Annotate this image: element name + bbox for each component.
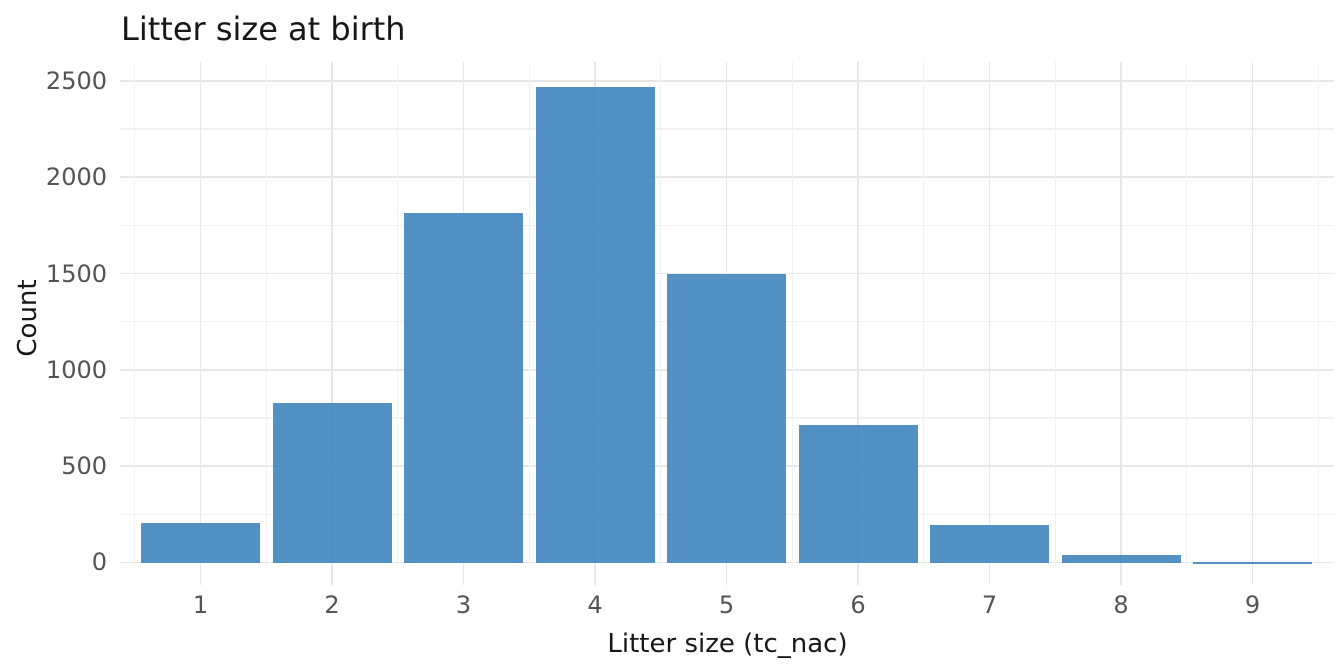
x-major-gridline <box>857 62 859 585</box>
y-tick-label: 2500 <box>45 66 107 95</box>
x-major-gridline <box>331 62 333 585</box>
histogram-bar <box>404 212 523 564</box>
x-minor-gridline <box>265 62 267 565</box>
y-axis-title: Count <box>13 279 43 357</box>
x-minor-gridline <box>134 62 136 565</box>
x-tick-label: 5 <box>718 591 735 619</box>
histogram-bar <box>1061 554 1181 564</box>
x-major-gridline <box>1251 62 1254 585</box>
x-tick-label: 2 <box>324 591 340 619</box>
x-minor-gridline <box>528 62 530 565</box>
x-tick-label: 4 <box>587 591 603 619</box>
x-tick-label: 8 <box>1113 591 1129 619</box>
x-tick-label: 3 <box>455 591 472 619</box>
x-minor-gridline <box>1186 62 1188 565</box>
histogram-bar <box>667 273 786 564</box>
x-minor-gridline <box>1317 62 1319 565</box>
x-major-gridline <box>1120 62 1122 585</box>
histogram-bar <box>535 86 655 564</box>
x-axis-title: Litter size (tc_nac) <box>607 629 848 659</box>
x-tick-label: 1 <box>192 591 209 619</box>
x-minor-gridline <box>791 62 793 565</box>
chart-title: Litter size at birth <box>121 10 406 48</box>
y-tick-label: 1000 <box>45 355 107 384</box>
y-tick-label: 2000 <box>45 163 107 192</box>
histogram-bar <box>930 524 1049 564</box>
x-tick-label: 9 <box>1244 591 1261 619</box>
x-minor-gridline <box>660 62 662 565</box>
y-tick-label: 500 <box>61 452 107 481</box>
x-minor-gridline <box>1054 62 1056 565</box>
x-minor-gridline <box>923 62 925 565</box>
histogram-bar <box>1193 561 1312 564</box>
histogram-bar <box>141 523 260 564</box>
x-minor-gridline <box>397 62 399 565</box>
histogram-bar <box>272 402 392 564</box>
x-major-gridline <box>988 62 991 585</box>
x-tick-label: 6 <box>850 591 866 619</box>
x-tick-label: 7 <box>981 591 998 619</box>
x-major-gridline <box>199 62 202 585</box>
y-tick-label: 1500 <box>45 259 107 288</box>
histogram-bar <box>798 424 918 564</box>
y-tick-label: 0 <box>91 548 107 577</box>
